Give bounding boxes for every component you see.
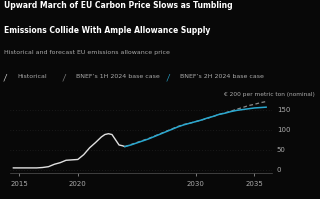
Text: BNEF’s 2H 2024 base case: BNEF’s 2H 2024 base case: [180, 74, 264, 79]
Text: Emissions Collide With Ample Allowance Supply: Emissions Collide With Ample Allowance S…: [4, 26, 210, 35]
Text: /: /: [4, 74, 9, 83]
Text: BNEF’s 1H 2024 base case: BNEF’s 1H 2024 base case: [76, 74, 160, 79]
Text: /: /: [166, 74, 172, 83]
Text: /: /: [62, 74, 68, 83]
Text: Historical and forecast EU emissions allowance price: Historical and forecast EU emissions all…: [4, 50, 170, 55]
Text: Historical: Historical: [18, 74, 47, 79]
Text: Upward March of EU Carbon Price Slows as Tumbling: Upward March of EU Carbon Price Slows as…: [4, 1, 232, 10]
Text: € 200 per metric ton (nominal): € 200 per metric ton (nominal): [224, 92, 315, 97]
